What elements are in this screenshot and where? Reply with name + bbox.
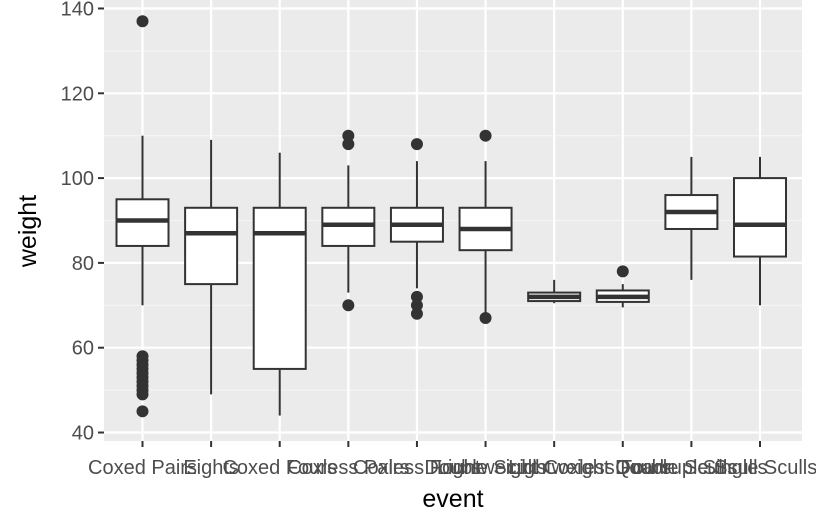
x-tick-label: Coxless Pairs <box>287 457 409 479</box>
box-7 <box>527 279 582 304</box>
outlier-point <box>410 138 423 151</box>
outlier-point <box>410 290 423 303</box>
y-tick-label: 120 <box>61 83 94 105</box>
box-5 <box>389 138 444 320</box>
y-axis-title: weight <box>14 195 42 268</box>
outlier-point <box>479 312 492 325</box>
outlier-point <box>342 299 355 312</box>
outlier-point <box>342 138 355 151</box>
box-iqr <box>184 206 239 286</box>
outlier-point <box>410 307 423 320</box>
outlier-point <box>136 405 149 418</box>
box-iqr <box>733 177 787 258</box>
x-tick-label: Single Sculls <box>703 457 816 479</box>
outlier-point <box>136 15 149 28</box>
y-tick-label: 60 <box>72 338 94 360</box>
y-tick-label: 80 <box>72 253 94 275</box>
x-tick-label: Coxed Pairs <box>88 457 197 479</box>
outlier-point <box>136 388 149 401</box>
box-4 <box>321 129 376 312</box>
y-tick-label: 140 <box>61 0 94 20</box>
x-tick-label: Coxed Fours <box>222 457 337 479</box>
box-3 <box>252 152 307 416</box>
box-1 <box>115 15 170 418</box>
outlier-point <box>479 129 492 142</box>
x-tick-label: Lightweight Double Sculls <box>508 457 737 479</box>
outlier-point <box>410 299 423 312</box>
x-tick-label: Lightweight Coxless Fours <box>437 457 672 479</box>
x-axis-title: event <box>422 485 483 513</box>
box-10 <box>733 156 787 306</box>
box-6 <box>458 129 513 325</box>
box-series <box>115 15 787 418</box>
y-axis: 40 60 80 100 120 140 <box>61 0 104 445</box>
y-tick-label: 40 <box>72 423 94 445</box>
x-tick-label: Quadruple Sculls <box>615 457 767 479</box>
x-tick-label: Double Sculls <box>424 457 546 479</box>
x-tick-label: Eights <box>183 457 239 479</box>
y-tick-label: 100 <box>61 168 94 190</box>
outlier-point <box>342 129 355 142</box>
box-2 <box>184 139 239 395</box>
outlier-point <box>616 265 629 278</box>
box-9 <box>664 156 719 280</box>
box-8 <box>595 265 650 308</box>
x-tick-label: Coxless Fours <box>353 457 481 479</box>
